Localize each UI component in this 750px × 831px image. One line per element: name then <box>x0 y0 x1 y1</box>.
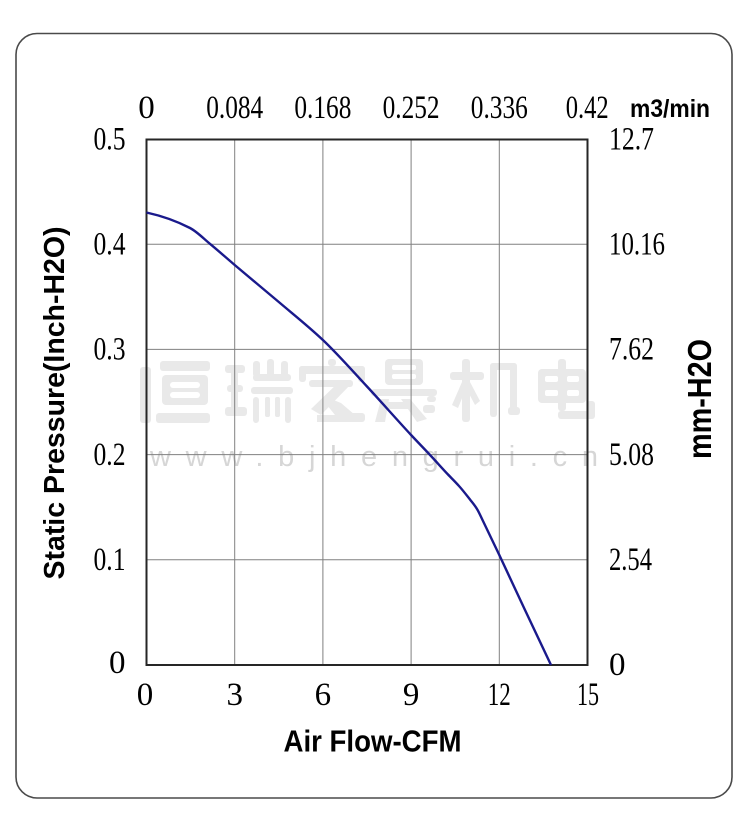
svg-text:9: 9 <box>403 677 420 713</box>
svg-text:0.252: 0.252 <box>383 90 440 126</box>
svg-text:0: 0 <box>137 677 154 713</box>
svg-text:0.084: 0.084 <box>206 90 263 126</box>
svg-text:0.168: 0.168 <box>294 90 351 126</box>
svg-text:0.3: 0.3 <box>94 332 126 368</box>
svg-text:5.08: 5.08 <box>609 437 654 473</box>
svg-text:3: 3 <box>226 677 243 713</box>
svg-text:12: 12 <box>488 677 511 713</box>
svg-text:0: 0 <box>609 647 626 683</box>
svg-text:0.42: 0.42 <box>566 90 609 126</box>
svg-text:0: 0 <box>138 90 155 126</box>
svg-text:2.54: 2.54 <box>609 542 652 578</box>
svg-text:7.62: 7.62 <box>609 332 654 368</box>
svg-text:15: 15 <box>577 677 599 713</box>
svg-text:0.2: 0.2 <box>94 437 126 473</box>
svg-text:mm-H2O: mm-H2O <box>681 339 718 459</box>
svg-text:6: 6 <box>315 677 332 713</box>
svg-text:0.1: 0.1 <box>94 542 126 578</box>
svg-text:Static Pressure(Inch-H2O): Static Pressure(Inch-H2O) <box>39 227 71 580</box>
svg-text:0.336: 0.336 <box>471 90 528 126</box>
svg-text:Air Flow-CFM: Air Flow-CFM <box>284 724 462 759</box>
svg-text:0.5: 0.5 <box>94 122 126 158</box>
svg-text:0: 0 <box>109 645 126 681</box>
svg-text:12.7: 12.7 <box>609 122 654 158</box>
svg-text:0.4: 0.4 <box>94 227 126 263</box>
svg-text:m3/min: m3/min <box>630 95 710 123</box>
svg-text:10.16: 10.16 <box>609 227 665 263</box>
